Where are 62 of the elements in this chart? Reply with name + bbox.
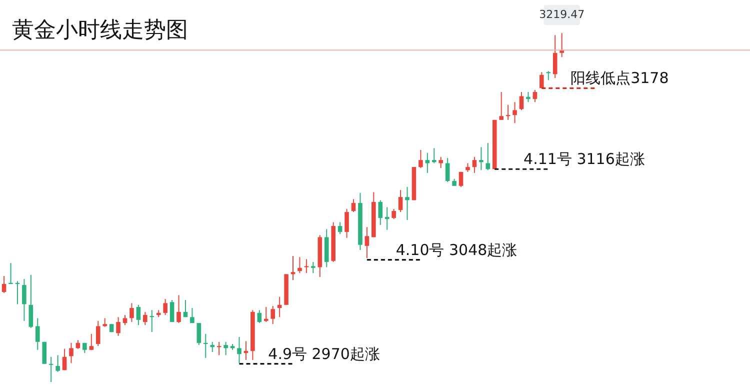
candlestick bbox=[486, 142, 490, 171]
candlestick bbox=[8, 262, 13, 284]
candlestick bbox=[116, 316, 120, 336]
candlestick bbox=[392, 208, 396, 220]
ref-line-label: 4.10号 3048起涨 bbox=[396, 240, 518, 259]
candlestick bbox=[69, 342, 74, 364]
candlestick bbox=[560, 32, 564, 58]
candlestick bbox=[338, 222, 342, 235]
candlestick bbox=[438, 156, 444, 169]
candlestick bbox=[2, 275, 6, 294]
candlestick bbox=[130, 302, 134, 322]
candlestick bbox=[35, 318, 40, 350]
candlestick bbox=[364, 226, 370, 259]
ref-line-label: 4.11号 3116起涨 bbox=[524, 150, 645, 168]
candlestick bbox=[405, 186, 410, 221]
candlestick bbox=[42, 341, 47, 364]
candlestick bbox=[196, 322, 202, 346]
candlestick bbox=[552, 34, 558, 79]
candlestick bbox=[479, 146, 484, 171]
candlestick bbox=[398, 190, 403, 213]
candlestick bbox=[257, 310, 262, 324]
candlestick bbox=[122, 314, 128, 326]
candlestick bbox=[176, 294, 181, 324]
candlestick bbox=[344, 208, 349, 238]
candlestick bbox=[526, 91, 530, 103]
candlestick bbox=[22, 278, 26, 322]
candlestick bbox=[237, 336, 242, 364]
candlestick bbox=[210, 341, 215, 352]
candlestick bbox=[264, 306, 268, 322]
candlestick bbox=[89, 333, 94, 350]
candlestick bbox=[150, 310, 154, 333]
candlestick bbox=[62, 348, 67, 371]
candlestick bbox=[351, 198, 356, 213]
chart-title: 黄金小时线走势图 bbox=[12, 18, 188, 43]
candlestick bbox=[378, 200, 383, 226]
ref-line-label: 阳线低点3178 bbox=[570, 69, 669, 88]
candlestick bbox=[203, 333, 208, 358]
candlestick bbox=[190, 308, 194, 324]
candlestick bbox=[445, 157, 450, 183]
candlestick bbox=[472, 156, 477, 174]
candlestick bbox=[143, 311, 148, 326]
candlestick bbox=[540, 72, 544, 89]
candlestick bbox=[96, 320, 100, 347]
candlestick bbox=[519, 91, 524, 111]
candlestick bbox=[298, 256, 302, 274]
candlestick bbox=[546, 70, 551, 81]
candlestick bbox=[56, 354, 60, 372]
candlestick bbox=[163, 298, 168, 316]
ref-line-label: 4.9号 2970起涨 bbox=[268, 344, 380, 363]
candlestick bbox=[136, 304, 141, 326]
candlestick bbox=[432, 148, 436, 164]
candlestick bbox=[532, 89, 538, 103]
candlestick bbox=[458, 171, 464, 188]
candlestick bbox=[224, 341, 228, 356]
annotation: 3219.47 bbox=[539, 8, 585, 22]
candlestick bbox=[418, 149, 423, 169]
candlestick bbox=[311, 261, 316, 274]
candlestick bbox=[170, 299, 174, 322]
candlestick bbox=[499, 91, 504, 120]
candlestick bbox=[28, 274, 34, 328]
candlestick bbox=[512, 102, 517, 124]
candlestick bbox=[270, 305, 275, 325]
